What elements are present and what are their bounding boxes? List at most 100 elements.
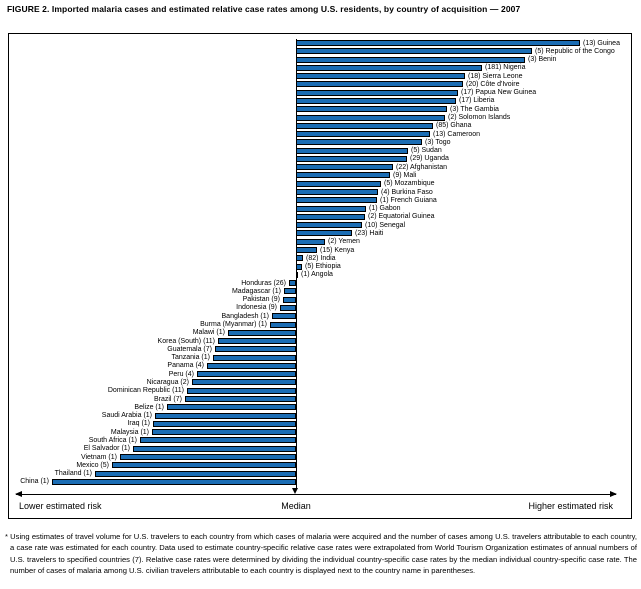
bar-togo — [296, 139, 422, 146]
bar-label-ethiopia: (5) Ethiopia — [305, 263, 341, 271]
bar-iraq — [153, 420, 296, 427]
bar-c-te-d-ivoire — [296, 81, 463, 88]
bar-angola — [296, 271, 298, 278]
bar-the-gambia — [296, 106, 447, 113]
bar-label-haiti: (23) Haiti — [355, 229, 384, 237]
bar-tanzania — [213, 354, 296, 361]
bar-china — [52, 478, 296, 485]
bar-korea-south — [218, 338, 296, 345]
median-line — [295, 39, 297, 488]
bar-label-guatemala: Guatemala (7) — [167, 345, 212, 353]
bar-label-belize: Belize (1) — [134, 403, 164, 411]
bar-label-indonesia: Indonesia (9) — [236, 304, 277, 312]
bar-label-el-salvador: El Salvador (1) — [83, 445, 130, 453]
bar-label-afghanistan: (22) Afghanistan — [396, 163, 447, 171]
bar-label-burkina-faso: (4) Burkina Faso — [381, 188, 433, 196]
bar-bangladesh — [272, 313, 296, 320]
bar-label-yemen: (2) Yemen — [328, 238, 360, 246]
bar-yemen — [296, 238, 325, 245]
chart-frame — [8, 33, 632, 519]
bar-label-french-guiana: (1) French Guiana — [380, 196, 437, 204]
bar-panama — [207, 362, 296, 369]
bar-label-mali: (9) Mali — [393, 171, 417, 179]
axis-label-lower-risk: Lower estimated risk — [19, 501, 102, 511]
bar-label-papua-new-guinea: (17) Papua New Guinea — [461, 89, 537, 97]
bar-label-south-africa: South Africa (1) — [88, 436, 137, 444]
bar-guinea — [296, 40, 580, 46]
bar-haiti — [296, 230, 352, 237]
bar-label-cameroon: (13) Cameroon — [433, 130, 481, 138]
bar-madagascar — [284, 288, 296, 295]
bar-label-malaysia: Malaysia (1) — [110, 428, 149, 436]
bar-solomon-islands — [296, 114, 445, 121]
bar-label-brazil: Brazil (7) — [153, 395, 182, 403]
bar-liberia — [296, 97, 456, 104]
bar-kenya — [296, 247, 317, 253]
bar-label-solomon-islands: (2) Solomon Islands — [448, 114, 511, 122]
bar-afghanistan — [296, 164, 393, 171]
bar-mali — [296, 172, 390, 179]
bar-benin — [296, 56, 525, 63]
bar-nigeria — [296, 64, 482, 71]
bar-label-mexico: Mexico (5) — [76, 461, 109, 469]
bar-brazil — [185, 396, 296, 403]
axis-label-higher-risk: Higher estimated risk — [528, 501, 613, 511]
bar-belize — [167, 404, 296, 411]
bar-label-dominican-republic: Dominican Republic (11) — [107, 387, 184, 395]
bar-label-peru: Peru (4) — [168, 370, 194, 378]
bar-india — [296, 255, 303, 262]
bar-ghana — [296, 122, 433, 129]
bar-label-sudan: (5) Sudan — [411, 147, 442, 155]
bar-guatemala — [215, 346, 296, 353]
bar-label-saudi-arabia: Saudi Arabia (1) — [101, 412, 152, 420]
bar-label-liberia: (17) Liberia — [459, 97, 495, 105]
bar-french-guiana — [296, 197, 377, 204]
bar-mexico — [112, 462, 296, 469]
bar-label-the-gambia: (3) The Gambia — [450, 105, 499, 113]
figure-title: FIGURE 2. Imported malaria cases and est… — [7, 4, 521, 14]
bar-label-china: China (1) — [20, 478, 49, 486]
bar-senegal — [296, 222, 362, 229]
bar-label-equatorial-guinea: (2) Equatorial Guinea — [368, 213, 435, 221]
bar-label-gabon: (1) Gabon — [369, 205, 401, 213]
bar-republic-of-the-congo — [296, 48, 532, 55]
bar-label-uganda: (29) Uganda — [410, 155, 449, 163]
bar-cameroon — [296, 131, 430, 138]
bar-label-nigeria: (181) Nigeria — [485, 64, 526, 72]
bar-label-nicaragua: Nicaragua (2) — [146, 378, 189, 386]
bar-label-thailand: Thailand (1) — [54, 470, 92, 478]
bar-label-togo: (3) Togo — [425, 138, 451, 146]
bar-malaysia — [152, 429, 296, 436]
median-down-arrow-icon — [292, 488, 298, 494]
bar-south-africa — [140, 437, 296, 444]
bar-label-madagascar: Madagascar (1) — [231, 287, 281, 295]
bar-label-republic-of-the-congo: (5) Republic of the Congo — [535, 47, 615, 55]
bar-label-kenya: (15) Kenya — [320, 246, 355, 254]
bar-label-malawi: Malawi (1) — [192, 329, 225, 337]
bar-label-burma-myanmar: Burma (Myanmar) (1) — [200, 321, 267, 329]
bar-mozambique — [296, 180, 381, 187]
bar-label-guinea: (13) Guinea — [583, 39, 620, 47]
bar-saudi-arabia — [155, 412, 296, 419]
footnote: * Using estimates of travel volume for U… — [5, 532, 637, 575]
bar-peru — [197, 371, 296, 378]
bar-equatorial-guinea — [296, 213, 365, 220]
bar-sierra-leone — [296, 73, 465, 80]
bar-label-mozambique: (5) Mozambique — [384, 180, 435, 188]
bar-ethiopia — [296, 263, 302, 270]
bar-label-panama: Panama (4) — [167, 362, 204, 370]
bar-malawi — [228, 329, 296, 336]
bar-label-korea-south: Korea (South) (11) — [157, 337, 215, 345]
bar-label-pakistan: Pakistan (9) — [242, 296, 280, 304]
bar-vietnam — [120, 454, 296, 460]
bar-papua-new-guinea — [296, 89, 458, 96]
bar-label-angola: (1) Angola — [301, 271, 333, 279]
bar-thailand — [95, 470, 296, 477]
bar-label-tanzania: Tanzania (1) — [171, 354, 210, 362]
bar-label-benin: (3) Benin — [528, 56, 557, 64]
bar-uganda — [296, 155, 407, 162]
bar-label-sierra-leone: (18) Sierra Leone — [468, 72, 523, 80]
right-arrow-icon — [610, 490, 617, 497]
bar-indonesia — [280, 304, 296, 311]
